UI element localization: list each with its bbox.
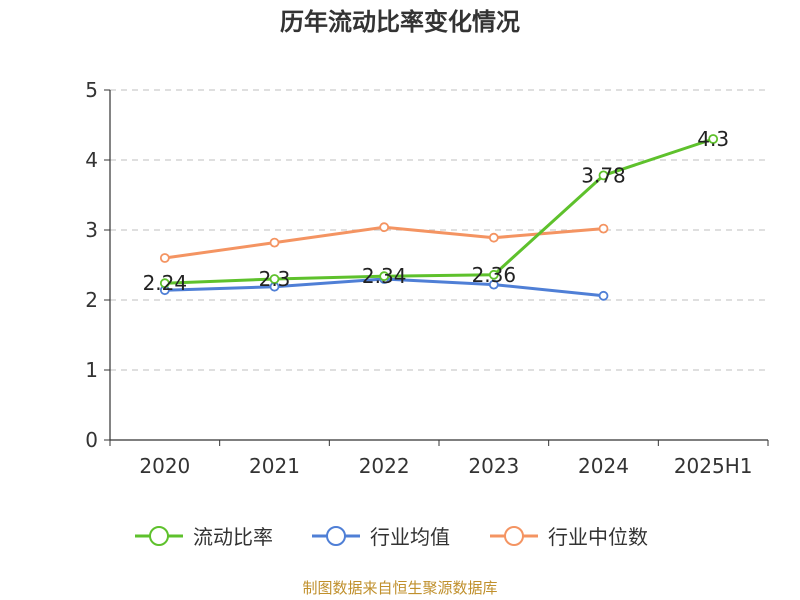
y-tick-label: 4	[85, 148, 98, 172]
legend-marker	[149, 526, 169, 546]
data-point	[269, 274, 280, 284]
data-label: 4.3	[697, 127, 729, 151]
data-label: 2.34	[362, 264, 407, 288]
data-label: 2.3	[259, 267, 291, 291]
legend-item-0[interactable]: 流动比率	[135, 525, 273, 549]
legend-label: 行业均值	[370, 525, 450, 549]
legend-item-1[interactable]: 行业均值	[312, 525, 450, 549]
x-tick-label: 2020	[139, 454, 190, 478]
data-labels: 2.24 2.3 2.34 2.36 3.78 4.3	[143, 127, 730, 295]
grid-lines	[110, 89, 768, 371]
series-line-0	[164, 137, 714, 285]
y-tick-label: 5	[85, 78, 98, 102]
data-point	[159, 278, 170, 289]
source-note: 制图数据来自恒生聚源数据库	[302, 579, 498, 597]
data-point	[708, 134, 719, 144]
data-point	[159, 253, 170, 263]
x-tick-label: 2022	[359, 454, 410, 478]
legend-label: 流动比率	[193, 525, 273, 549]
data-point	[598, 290, 609, 301]
data-point	[379, 222, 390, 233]
data-point	[598, 170, 609, 181]
data-point	[488, 232, 499, 243]
y-tick-label: 0	[85, 428, 98, 452]
data-label: 2.24	[143, 271, 188, 295]
x-tick-label: 2023	[468, 454, 519, 478]
x-tick-label: 2024	[578, 454, 629, 478]
data-point	[269, 237, 280, 248]
data-point	[598, 223, 609, 234]
x-tick-label: 2021	[249, 454, 300, 478]
data-label: 3.78	[581, 163, 626, 187]
chart-title: 历年流动比率变化情况	[280, 8, 520, 36]
x-tick-label: 2025H1	[674, 454, 753, 478]
data-point	[379, 271, 390, 282]
legend-label: 行业中位数	[548, 525, 648, 549]
data-point	[488, 269, 499, 280]
legend-item-2[interactable]: 行业中位数	[490, 525, 648, 549]
legend[interactable]: 流动比率 行业均值 行业中位数	[135, 525, 648, 549]
series-layer	[159, 134, 719, 301]
axes: 0 1 2 3 4 5 2020 2021 2022 2023 2024 2025H1	[85, 78, 769, 478]
data-point	[488, 279, 499, 290]
y-tick-label: 2	[85, 288, 98, 312]
data-label: 2.36	[472, 263, 517, 287]
legend-marker	[326, 526, 346, 546]
legend-marker	[504, 526, 524, 546]
y-tick-label: 1	[85, 358, 98, 382]
y-tick-label: 3	[85, 218, 98, 242]
